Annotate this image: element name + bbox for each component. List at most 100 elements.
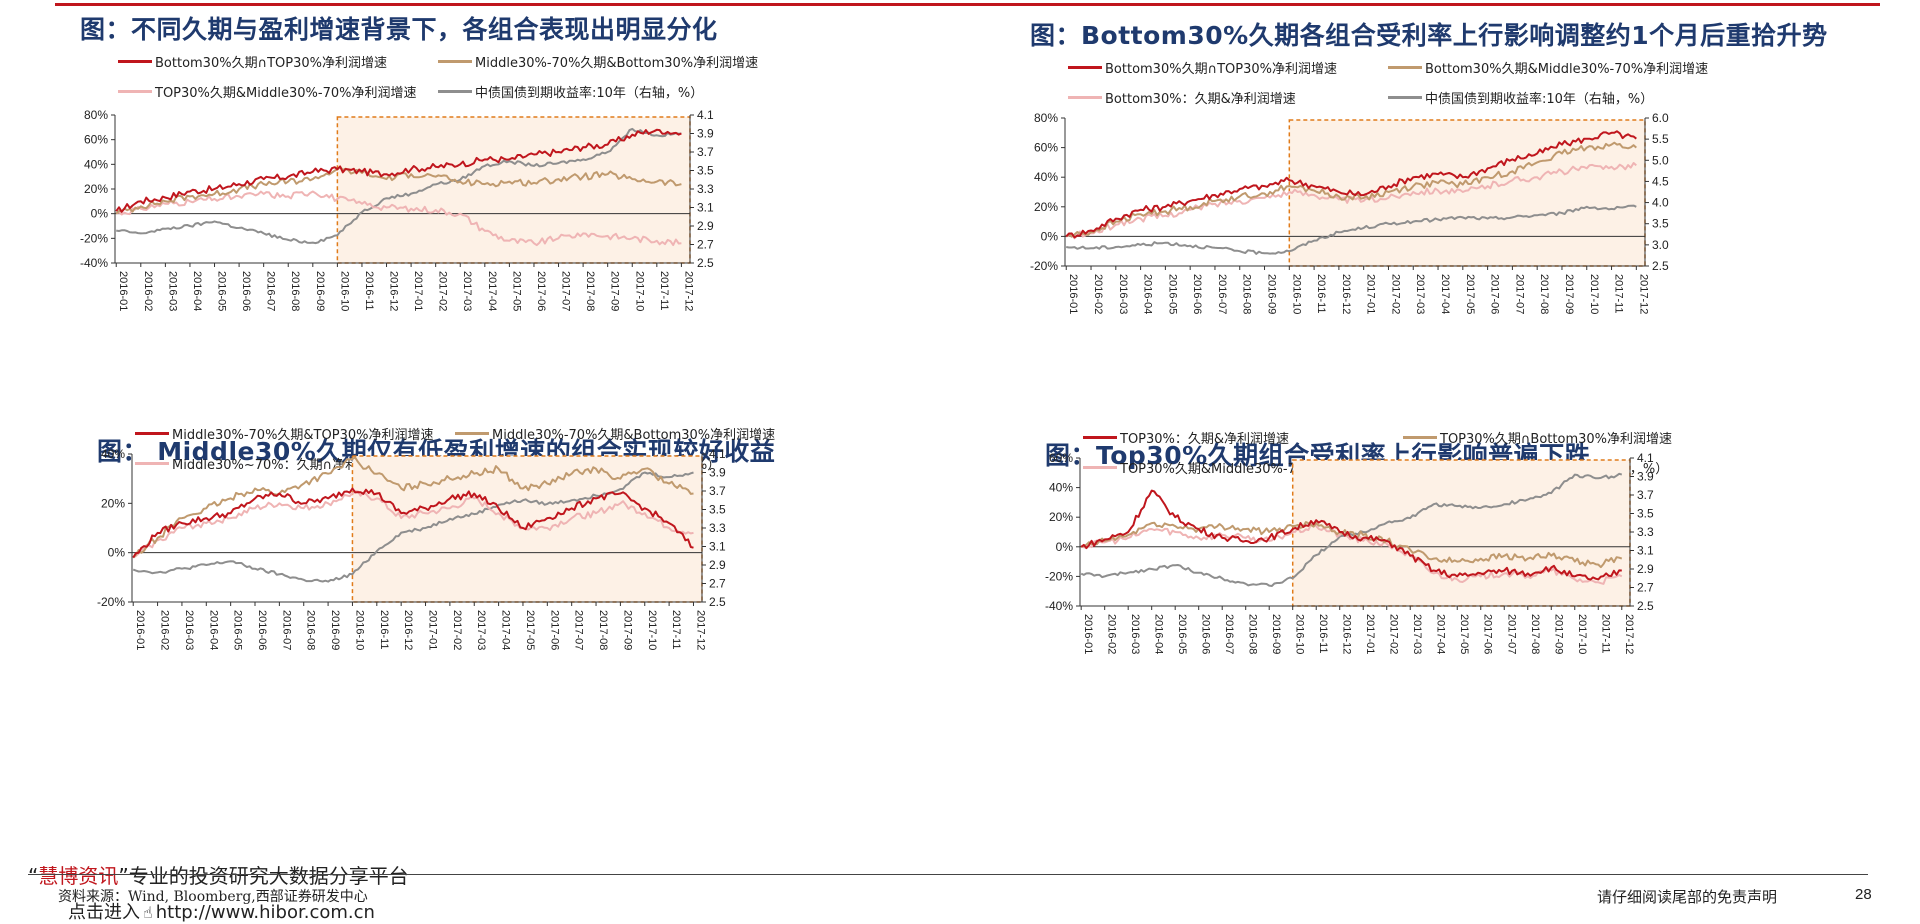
x-tick-label: 2016-05 <box>1176 614 1188 654</box>
y-tick-label: -20% <box>97 595 125 609</box>
x-tick-label: 2017-05 <box>1464 274 1476 314</box>
x-tick-label: 2016-12 <box>1340 274 1352 314</box>
x-tick-label: 2016-12 <box>388 271 400 311</box>
y2-tick-label: 3.9 <box>709 466 726 480</box>
x-tick-label: 2016-06 <box>240 271 252 311</box>
x-tick-label: 2016-03 <box>166 271 178 311</box>
legend-swatch <box>455 431 489 435</box>
x-tick-label: 2016-07 <box>280 610 292 650</box>
x-tick-label: 2016-12 <box>402 610 414 650</box>
x-tick-label: 2017-08 <box>1538 274 1550 314</box>
brand-quote-close: ” <box>118 864 129 888</box>
x-tick-label: 2016-08 <box>1241 274 1253 314</box>
y2-tick-label: 3.3 <box>709 521 726 535</box>
legend-label: Middle30%-70%久期&Bottom30%净利润增速 <box>492 427 776 443</box>
y-tick-label: -40% <box>1045 599 1073 613</box>
x-tick-label: 2017-06 <box>548 610 560 650</box>
x-tick-label: 2017-10 <box>646 610 658 650</box>
x-tick-label: 2016-08 <box>305 610 317 650</box>
y-tick-label: -20% <box>80 231 108 245</box>
legend-label: Bottom30%久期&Middle30%-70%净利润增速 <box>1425 61 1709 77</box>
x-tick-label: 2016-01 <box>117 271 129 311</box>
website-link[interactable]: 点击进入 ☝ http://www.hibor.com.cn <box>68 898 375 924</box>
y2-tick-label: 3.5 <box>1637 507 1654 521</box>
legend-label: Bottom30%久期∩TOP30%净利润增速 <box>1105 61 1338 77</box>
legend-item: Bottom30%久期&Middle30%-70%净利润增速 <box>1388 56 1708 78</box>
x-tick-label: 2016-01 <box>1082 614 1094 654</box>
series-line <box>1080 489 1622 581</box>
x-tick-label: 2016-01 <box>134 610 146 650</box>
legend-swatch <box>1388 65 1422 69</box>
x-tick-label: 2016-07 <box>265 271 277 311</box>
y2-tick-label: 3.1 <box>709 540 726 554</box>
brand-tagline: 专业的投资研究大数据分享平台 <box>128 864 409 888</box>
x-tick-label: 2016-10 <box>353 610 365 650</box>
x-tick-label: 2017-02 <box>451 610 463 650</box>
x-tick-label: 2016-05 <box>1166 274 1178 314</box>
series-line <box>116 127 682 245</box>
legend-swatch <box>135 431 169 435</box>
chart-panel-3: 图： Middle30%久期仅有低盈利增速的组合实现较好收益 Middle30%… <box>97 428 997 832</box>
x-tick-label: 2017-07 <box>560 271 572 311</box>
y2-tick-label: 3.7 <box>709 484 726 498</box>
x-tick-label: 2017-04 <box>1435 614 1447 654</box>
x-tick-label: 2017-05 <box>510 271 522 311</box>
legend-item: TOP30%：久期&净利润增速 <box>1083 426 1289 448</box>
chart-title: 图：不同久期与盈利增速背景下，各组合表现出明显分化 <box>80 15 718 44</box>
x-tick-label: 2017-08 <box>1529 614 1541 654</box>
footer-divider <box>28 874 1868 875</box>
legend-item: Middle30%~70%：久期∩净利润增速 <box>135 452 397 474</box>
y2-tick-label: 2.5 <box>1652 259 1669 273</box>
y-tick-label: 60% <box>84 133 108 147</box>
series-line <box>1066 204 1637 255</box>
x-tick-label: 2017-12 <box>1637 274 1649 314</box>
y-tick-label: 80% <box>1034 111 1058 125</box>
x-tick-label: 2017-01 <box>1364 614 1376 654</box>
x-tick-label: 2016-04 <box>1153 614 1165 654</box>
y-tick-label: 20% <box>1034 200 1058 214</box>
x-tick-label: 2016-03 <box>1117 274 1129 314</box>
chart-panel-2: 图：Bottom30%久期各组合受利率上行影响调整约1个月后重拾升势 Botto… <box>1030 16 1920 416</box>
y2-tick-label: 3.5 <box>697 164 714 178</box>
legend-swatch <box>438 59 472 63</box>
x-tick-label: 2017-12 <box>1623 614 1635 654</box>
x-tick-label: 2017-04 <box>1439 274 1451 314</box>
x-tick-label: 2017-01 <box>1365 274 1377 314</box>
y-tick-label: -40% <box>80 256 108 270</box>
series-line <box>132 487 694 559</box>
series-line <box>132 456 694 559</box>
page-number: 28 <box>1855 886 1872 903</box>
legend-item: Middle30%-70%久期&Bottom30%净利润增速 <box>438 50 758 72</box>
brand-slogan[interactable]: “慧博资讯”专业的投资研究大数据分享平台 <box>28 860 409 889</box>
x-tick-label: 2016-09 <box>329 610 341 650</box>
y2-tick-label: 2.7 <box>1637 581 1654 595</box>
x-tick-label: 2016-08 <box>1247 614 1259 654</box>
y-tick-label: 60% <box>1034 141 1058 155</box>
x-tick-label: 2017-03 <box>1411 614 1423 654</box>
y2-tick-label: 3.7 <box>697 145 714 159</box>
x-tick-label: 2017-01 <box>412 271 424 311</box>
y2-tick-label: 3.5 <box>709 503 726 517</box>
x-tick-label: 2017-09 <box>1563 274 1575 314</box>
x-tick-label: 2017-10 <box>1576 614 1588 654</box>
x-tick-label: 2016-07 <box>1216 274 1228 314</box>
x-tick-label: 2017-07 <box>1505 614 1517 654</box>
highlight-period-box <box>336 116 691 264</box>
x-tick-label: 2017-12 <box>682 271 694 311</box>
y-tick-label: 0% <box>1041 229 1059 243</box>
legend-item: Bottom30%久期∩TOP30%净利润增速 <box>1068 56 1337 78</box>
x-tick-label: 2017-09 <box>1552 614 1564 654</box>
y2-tick-label: 4.1 <box>709 447 726 461</box>
x-tick-label: 2017-03 <box>461 271 473 311</box>
x-tick-label: 2016-02 <box>159 610 171 650</box>
x-tick-label: 2017-02 <box>437 271 449 311</box>
series-line <box>1080 521 1623 569</box>
chart-svg: 60% 40% 20% 0% -20% -40% 4.1 3.9 3.7 3.5 3.3 3.1 2.9… <box>1045 451 1654 654</box>
legend-label: Middle30%-70%久期&Bottom30%净利润增速 <box>475 55 759 71</box>
x-tick-label: 2016-10 <box>338 271 350 311</box>
x-tick-label: 2017-09 <box>609 271 621 311</box>
brand-quote-open: “ <box>28 864 39 888</box>
x-tick-label: 2016-06 <box>1191 274 1203 314</box>
legend-swatch <box>135 461 169 465</box>
x-tick-label: 2017-03 <box>1414 274 1426 314</box>
